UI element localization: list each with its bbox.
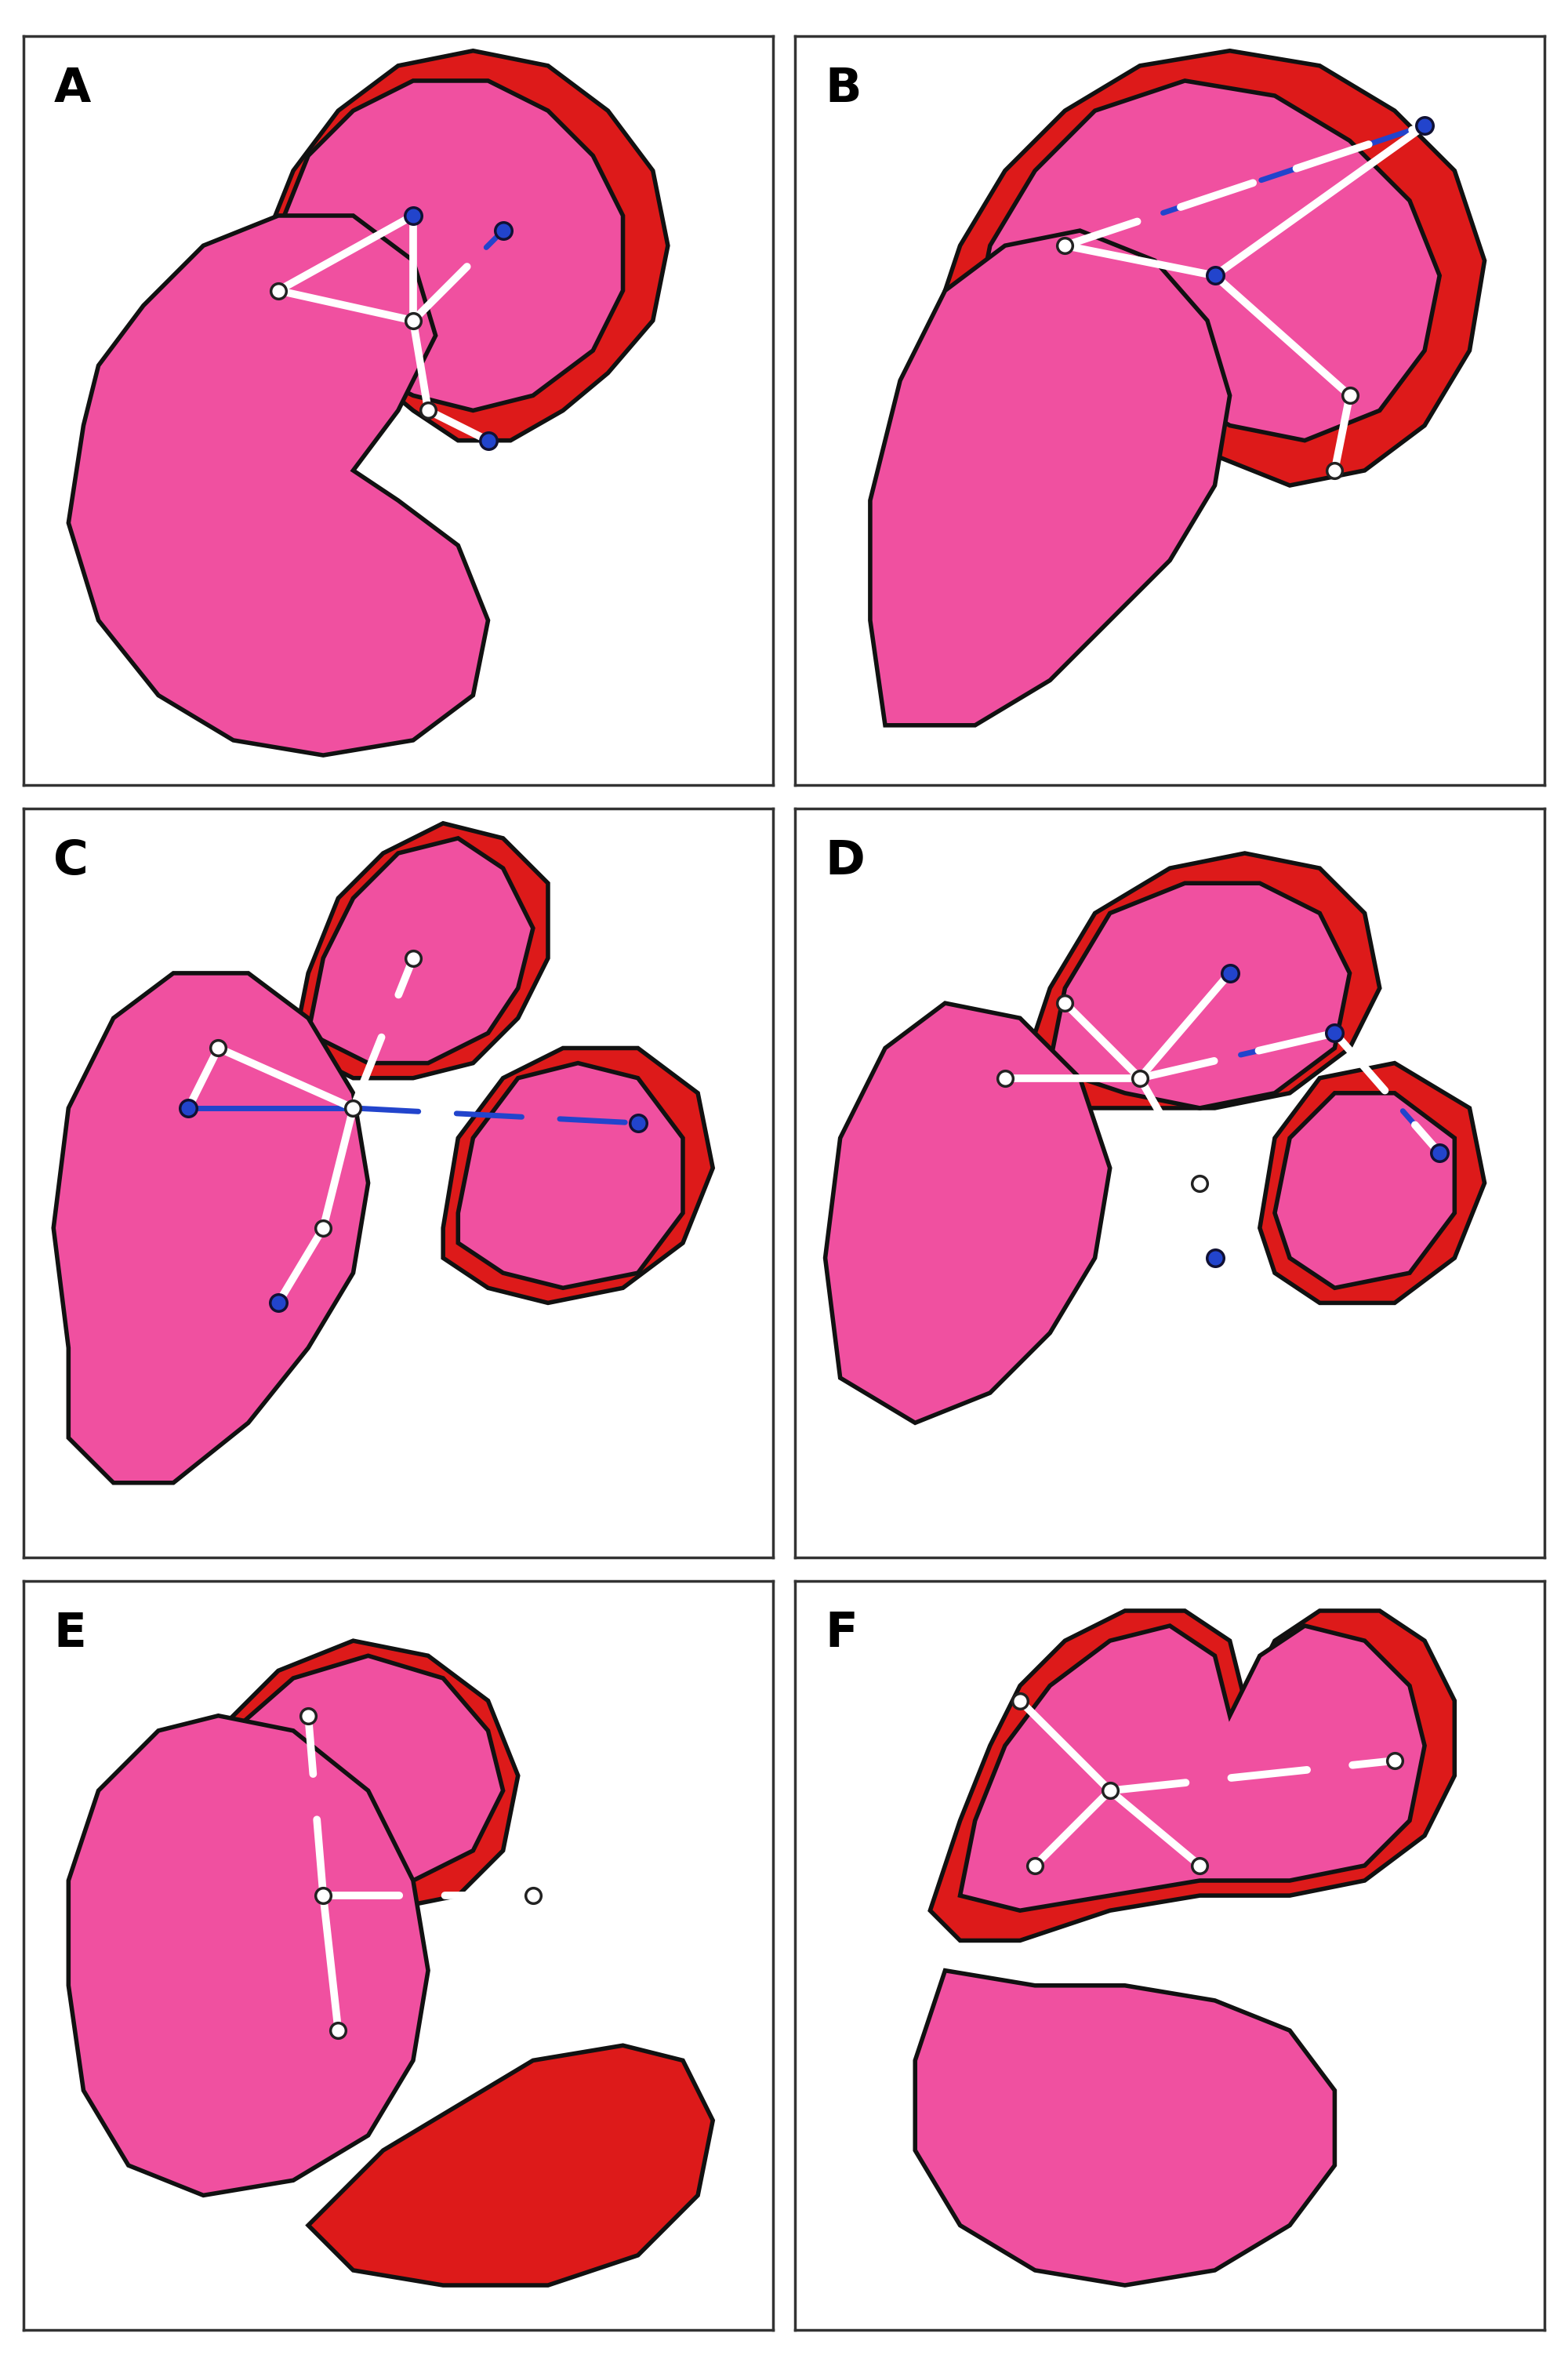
Point [176,1088,201,1126]
Text: B: B [825,66,862,111]
Polygon shape [870,230,1229,726]
Point [1381,1741,1406,1779]
Text: E: E [53,1611,86,1656]
Point [1203,256,1228,293]
Point [205,1029,230,1067]
Polygon shape [916,1971,1334,2286]
Polygon shape [960,1625,1425,1909]
Polygon shape [1259,1062,1485,1304]
Point [310,1876,336,1914]
Text: C: C [53,838,88,885]
Polygon shape [458,1062,682,1287]
Point [1127,1060,1152,1098]
Polygon shape [204,1656,503,1881]
Text: F: F [825,1611,858,1656]
Point [296,1696,321,1734]
Point [1187,1845,1212,1883]
Point [326,2011,351,2049]
Polygon shape [309,838,533,1062]
Point [400,300,425,338]
Polygon shape [174,1640,517,1909]
Point [1052,984,1077,1022]
Polygon shape [444,1048,713,1304]
Polygon shape [825,1003,1110,1422]
Point [1322,452,1347,490]
Point [1098,1772,1123,1810]
Point [1338,376,1363,414]
Point [1022,1845,1047,1883]
Polygon shape [53,972,368,1483]
Polygon shape [309,2047,713,2286]
Point [400,196,425,234]
Polygon shape [234,50,668,440]
Point [1427,1133,1452,1171]
Polygon shape [263,80,622,409]
Polygon shape [930,50,1485,485]
Polygon shape [975,80,1439,440]
Point [626,1105,651,1143]
Polygon shape [1051,883,1350,1107]
Point [1203,1240,1228,1278]
Point [340,1088,365,1126]
Point [1413,106,1438,144]
Polygon shape [930,1611,1455,1940]
Point [1187,1164,1212,1202]
Polygon shape [1275,1093,1455,1287]
Point [265,1285,290,1323]
Point [491,211,516,248]
Polygon shape [1021,854,1380,1107]
Text: D: D [825,838,866,885]
Point [475,421,500,459]
Polygon shape [69,215,488,755]
Point [1322,1015,1347,1053]
Point [1052,227,1077,265]
Polygon shape [69,1715,428,2196]
Point [1008,1682,1033,1720]
Polygon shape [293,823,547,1079]
Point [310,1209,336,1247]
Point [265,272,290,310]
Point [1217,953,1242,991]
Point [400,939,425,977]
Point [993,1060,1018,1098]
Point [521,1876,546,1914]
Text: A: A [53,66,91,111]
Point [416,390,441,428]
